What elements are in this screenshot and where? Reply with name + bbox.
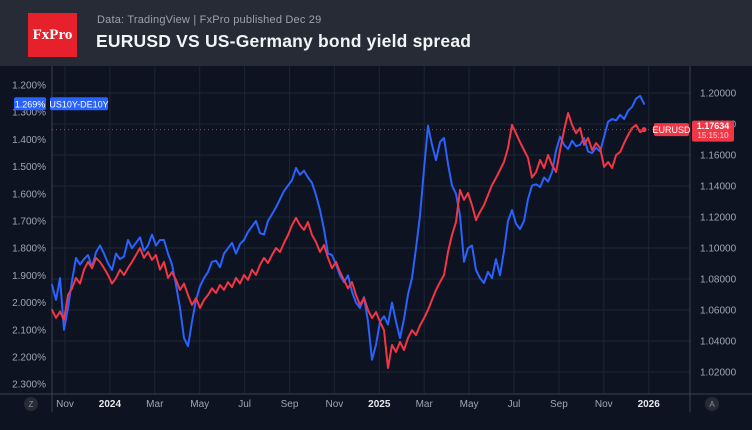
left-axis-tick-label: 1.200%	[12, 81, 46, 92]
time-axis-tick-label: Mar	[146, 399, 164, 410]
time-axis-tick-label: Mar	[416, 399, 434, 410]
eurusd-price-badge[interactable]	[692, 120, 734, 142]
eurusd-line	[51, 112, 646, 369]
left-axis-tick-label: 1.600%	[12, 189, 46, 200]
left-axis-tick-label: 1.900%	[12, 271, 46, 282]
eurusd-price-badge-value: 1.17634	[697, 121, 730, 131]
right-axis-tick-label: 1.16000	[700, 151, 737, 162]
right-axis-tick-label: 1.14000	[700, 182, 737, 193]
left-axis-tick-label: 1.400%	[12, 135, 46, 146]
time-axis-tick-label: 2025	[368, 399, 391, 410]
data-source-caption: Data: TradingView | FxPro published Dec …	[97, 14, 322, 26]
right-axis-tick-label: 1.12000	[700, 213, 737, 224]
time-axis-tick-label: Sep	[281, 399, 299, 410]
left-axis-tick-label: 2.100%	[12, 325, 46, 336]
time-axis-tick-label: 2024	[99, 399, 122, 410]
us10y-de10y-line	[51, 94, 646, 361]
eurusd-price-badge-time: 15:15:10	[697, 131, 729, 140]
spread-price-badge-text: 1.269%	[15, 99, 46, 109]
timezone-button-label: Z	[29, 400, 34, 409]
left-axis-tick-label: 2.300%	[12, 380, 46, 391]
auto-scale-button[interactable]	[705, 397, 719, 411]
right-axis-tick-label: 1.06000	[700, 306, 737, 317]
fxpro-logo: FxPro	[28, 13, 77, 57]
eurusd-last-dot	[641, 127, 647, 133]
left-axis-tick-label: 1.700%	[12, 217, 46, 228]
auto-scale-button-label: A	[709, 400, 715, 409]
fxpro-logo-text: FxPro	[32, 26, 73, 43]
page-title: EURUSD VS US-Germany bond yield spread	[96, 31, 472, 51]
time-axis-tick-label: Nov	[595, 399, 613, 410]
time-axis-tick-label: Nov	[326, 399, 344, 410]
chart-header: FxPro Data: TradingView | FxPro publishe…	[0, 0, 752, 66]
time-axis-tick-label: 2026	[638, 399, 661, 410]
right-axis-tick-label: 1.10000	[700, 244, 737, 255]
spread-series-badge-text: US10Y-DE10Y	[49, 99, 108, 109]
spread-series-badge[interactable]	[50, 97, 108, 111]
time-axis-tick-label: May	[190, 399, 209, 410]
right-axis-tick-label: 1.20000	[700, 89, 737, 100]
time-axis-tick-label: Nov	[56, 399, 74, 410]
left-axis-tick-label: 2.200%	[12, 353, 46, 364]
eurusd-series-badge-text: EURUSD	[652, 125, 691, 135]
right-axis-tick-label: 1.02000	[700, 368, 737, 379]
time-axis-tick-label: Sep	[550, 399, 568, 410]
time-axis-tick-label: Jul	[238, 399, 251, 410]
left-axis-tick-label: 2.000%	[12, 298, 46, 309]
left-axis-tick-label: 1.300%	[12, 108, 46, 119]
right-axis-tick-label: 1.04000	[700, 337, 737, 348]
time-axis-tick-label: Jul	[508, 399, 521, 410]
eurusd-series-badge[interactable]	[654, 123, 689, 137]
left-axis-tick-label: 1.800%	[12, 244, 46, 255]
left-axis-tick-label: 1.500%	[12, 162, 46, 173]
right-axis-tick-label: 1.08000	[700, 275, 737, 286]
time-axis-tick-label: May	[460, 399, 479, 410]
spread-price-badge[interactable]	[14, 97, 46, 111]
timezone-button[interactable]	[24, 397, 38, 411]
